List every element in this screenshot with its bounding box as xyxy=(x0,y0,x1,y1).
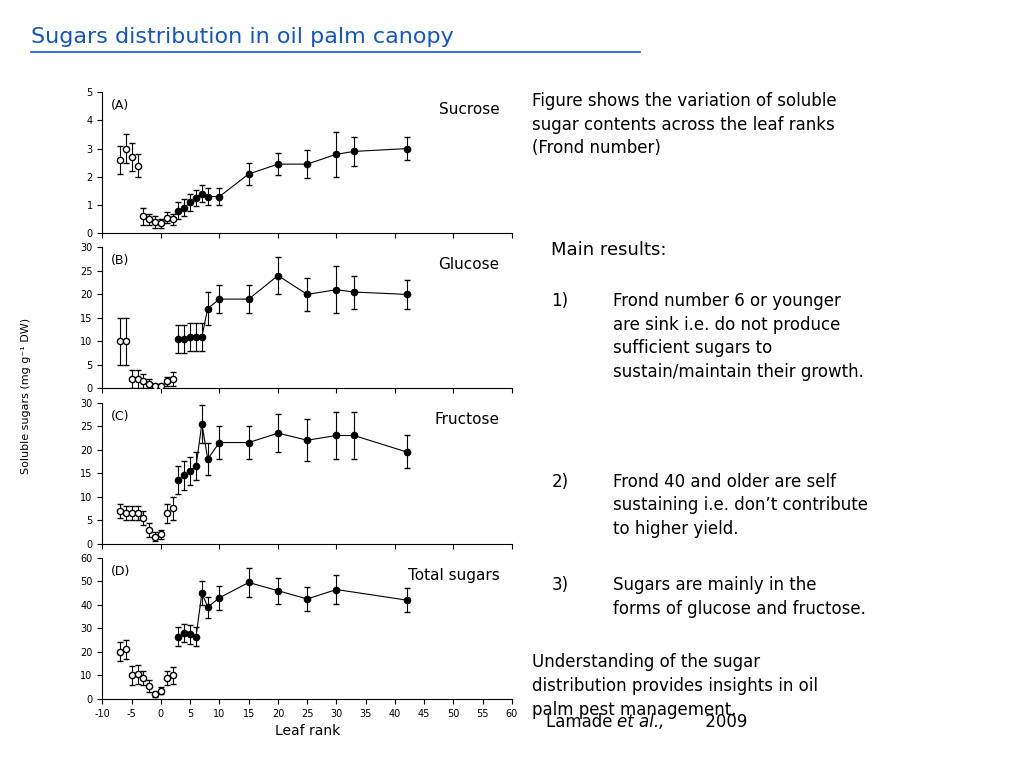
X-axis label: Leaf rank: Leaf rank xyxy=(274,724,340,738)
Text: Lamade: Lamade xyxy=(546,713,617,731)
Text: (A): (A) xyxy=(111,99,129,112)
Text: 2): 2) xyxy=(551,473,568,491)
Text: Total sugars: Total sugars xyxy=(408,568,500,583)
Text: Sugars are mainly in the
forms of glucose and fructose.: Sugars are mainly in the forms of glucos… xyxy=(612,576,865,617)
Text: Understanding of the sugar
distribution provides insights in oil
palm pest manag: Understanding of the sugar distribution … xyxy=(532,654,818,719)
Text: (B): (B) xyxy=(111,254,129,267)
Text: Glucose: Glucose xyxy=(438,257,500,272)
Text: 3): 3) xyxy=(551,576,568,594)
Text: Sucrose: Sucrose xyxy=(439,102,500,117)
Text: et al.,: et al., xyxy=(617,713,665,731)
Text: Frond number 6 or younger
are sink i.e. do not produce
sufficient sugars to
sust: Frond number 6 or younger are sink i.e. … xyxy=(612,292,863,381)
Text: Soluble sugars (mg g⁻¹ DW): Soluble sugars (mg g⁻¹ DW) xyxy=(20,317,31,474)
Text: (C): (C) xyxy=(111,409,129,422)
Text: 2009: 2009 xyxy=(699,713,748,731)
Text: Frond 40 and older are self
sustaining i.e. don’t contribute
to higher yield.: Frond 40 and older are self sustaining i… xyxy=(612,473,867,538)
Text: Fructose: Fructose xyxy=(435,412,500,428)
Text: (D): (D) xyxy=(111,564,130,578)
Text: Main results:: Main results: xyxy=(551,240,667,259)
Text: Figure shows the variation of soluble
sugar contents across the leaf ranks
(Fron: Figure shows the variation of soluble su… xyxy=(532,92,837,157)
Text: Sugars distribution in oil palm canopy: Sugars distribution in oil palm canopy xyxy=(31,27,454,47)
Text: 1): 1) xyxy=(551,292,568,310)
